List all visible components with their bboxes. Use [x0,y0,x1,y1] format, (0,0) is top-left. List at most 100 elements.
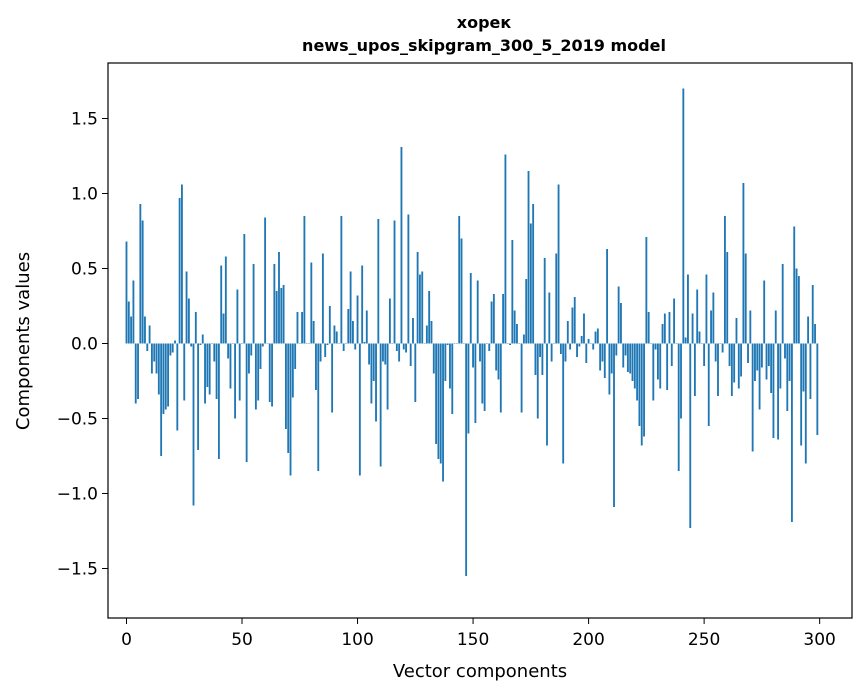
bar [248,343,250,374]
bar [238,343,241,401]
bar [802,343,805,392]
bar [603,343,606,378]
bar [666,343,669,390]
bar [220,265,223,344]
bar [740,343,743,377]
bar [492,294,495,344]
x-tick-label: 150 [457,630,489,650]
bar [407,214,410,344]
bar [474,343,477,423]
bar [557,184,560,344]
bar [333,325,336,344]
bar [217,343,220,459]
bar [287,343,290,453]
bar [271,343,273,407]
bar [691,313,694,344]
bar [153,343,156,362]
y-tick-label: 1.5 [71,110,98,130]
x-tick-label: 50 [231,630,253,650]
bar [781,264,784,344]
bar [405,343,407,353]
bar [668,312,671,344]
bar [522,334,525,344]
bar [585,343,588,363]
bar [758,343,761,410]
bar [199,343,202,345]
bar [797,276,800,344]
bar [543,258,546,344]
bar [197,343,200,450]
bar [458,216,461,344]
bar [275,291,278,344]
bar [125,241,128,344]
bar [811,285,814,344]
bar [652,343,655,401]
bar [444,343,447,381]
bar [760,343,763,368]
bar [190,343,193,347]
bar [638,343,641,426]
bar [185,271,188,344]
bar [354,343,357,350]
bar [705,274,708,344]
bar [765,343,768,380]
bar [243,234,246,344]
bar [421,271,424,344]
bar [784,343,786,359]
bar [779,343,782,389]
plot-frame [107,62,853,619]
bar [527,171,530,344]
bar [728,343,731,366]
bar [146,343,149,351]
bar [430,321,433,344]
bar [763,280,766,344]
y-axis-label: Components values [13,252,34,430]
bar [751,343,754,452]
bar [483,343,486,411]
bar [442,343,444,482]
x-tick-label: 0 [121,630,132,650]
bar [786,343,789,411]
bar [402,343,405,350]
bar [622,343,625,368]
bar [571,307,574,344]
bar [617,286,620,344]
bar [137,343,139,399]
bar [809,343,812,399]
bar [696,289,699,344]
bar [717,343,719,396]
bar [319,343,322,362]
x-tick-label: 250 [688,630,720,650]
bar [469,273,472,344]
bar [437,343,440,459]
bar [335,331,338,344]
bar [532,204,535,344]
bar [386,343,389,410]
bar [814,324,816,344]
bar [703,343,706,366]
bar [261,343,264,347]
bar [511,240,514,344]
bar [680,343,682,419]
bar [130,316,133,344]
bar [400,147,403,344]
bar [788,343,791,381]
bar [252,264,255,344]
bar [580,336,583,344]
bar [566,321,569,344]
bar [737,343,740,389]
bar [774,310,777,344]
bar [490,301,493,344]
bar [388,298,391,344]
bar [599,343,602,371]
bar [342,343,345,351]
bar [178,198,181,344]
bar [245,343,248,462]
bar [264,217,267,344]
bar [724,216,726,344]
y-tick-label: −1.0 [57,485,98,505]
bar [767,343,770,366]
bar [636,343,639,401]
bar [134,343,137,404]
bar [372,343,375,381]
